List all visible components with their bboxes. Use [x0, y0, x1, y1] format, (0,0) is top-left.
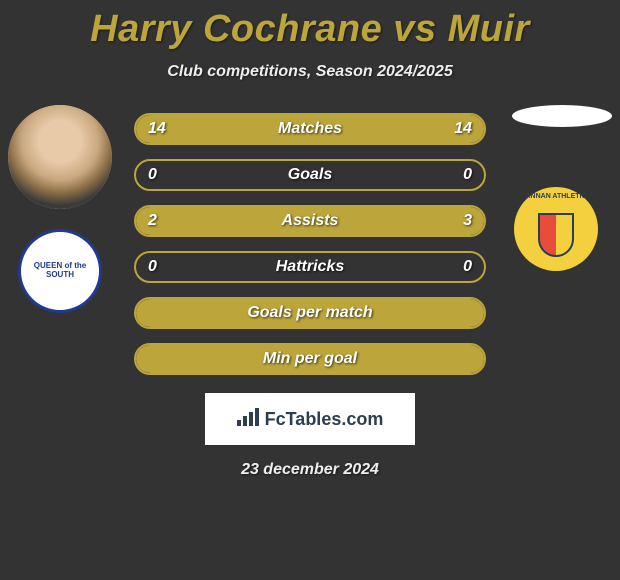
stat-value-left: 0: [148, 258, 157, 276]
comparison-content: QUEEN of the SOUTH ANNAN ATHLETIC 14 Matc…: [0, 105, 620, 375]
stat-value-right: 0: [463, 166, 472, 184]
stat-label: Min per goal: [263, 350, 357, 368]
left-club-crest: QUEEN of the SOUTH: [18, 229, 102, 313]
right-player-avatar: [512, 105, 612, 127]
stat-label: Goals per match: [247, 304, 372, 322]
right-player-column: ANNAN ATHLETIC: [508, 105, 612, 271]
right-club-crest: ANNAN ATHLETIC: [514, 187, 598, 271]
stat-row: 0 Hattricks 0: [134, 251, 486, 283]
stat-label: Goals: [288, 166, 332, 184]
stat-row: 2 Assists 3: [134, 205, 486, 237]
footer-date: 23 december 2024: [0, 461, 620, 479]
stat-row: 14 Matches 14: [134, 113, 486, 145]
stat-row: Goals per match: [134, 297, 486, 329]
page-title: Harry Cochrane vs Muir: [0, 0, 620, 51]
player-face-icon: [8, 105, 112, 209]
right-crest-label: ANNAN ATHLETIC: [514, 193, 598, 200]
stat-value-left: 0: [148, 166, 157, 184]
brand-text: FcTables.com: [265, 409, 384, 430]
left-player-avatar: [8, 105, 112, 209]
stat-row: Min per goal: [134, 343, 486, 375]
stat-value-left: 2: [148, 212, 157, 230]
stat-value-right: 3: [463, 212, 472, 230]
stat-value-left: 14: [148, 120, 166, 138]
shield-icon: [538, 213, 574, 257]
stat-value-right: 0: [463, 258, 472, 276]
brand-logo[interactable]: FcTables.com: [205, 393, 415, 445]
chart-icon: [237, 408, 259, 431]
subtitle: Club competitions, Season 2024/2025: [0, 63, 620, 81]
stat-bars: 14 Matches 14 0 Goals 0 2 Assists 3 0 Hattricks 0 Go…: [134, 105, 486, 375]
stat-label: Hattricks: [276, 258, 344, 276]
stat-label: Matches: [278, 120, 342, 138]
stat-label: Assists: [282, 212, 339, 230]
title-text: Harry Cochrane vs Muir: [90, 8, 530, 50]
left-crest-label: QUEEN of the SOUTH: [21, 262, 99, 280]
stat-row: 0 Goals 0: [134, 159, 486, 191]
left-player-column: QUEEN of the SOUTH: [8, 105, 112, 313]
stat-value-right: 14: [454, 120, 472, 138]
